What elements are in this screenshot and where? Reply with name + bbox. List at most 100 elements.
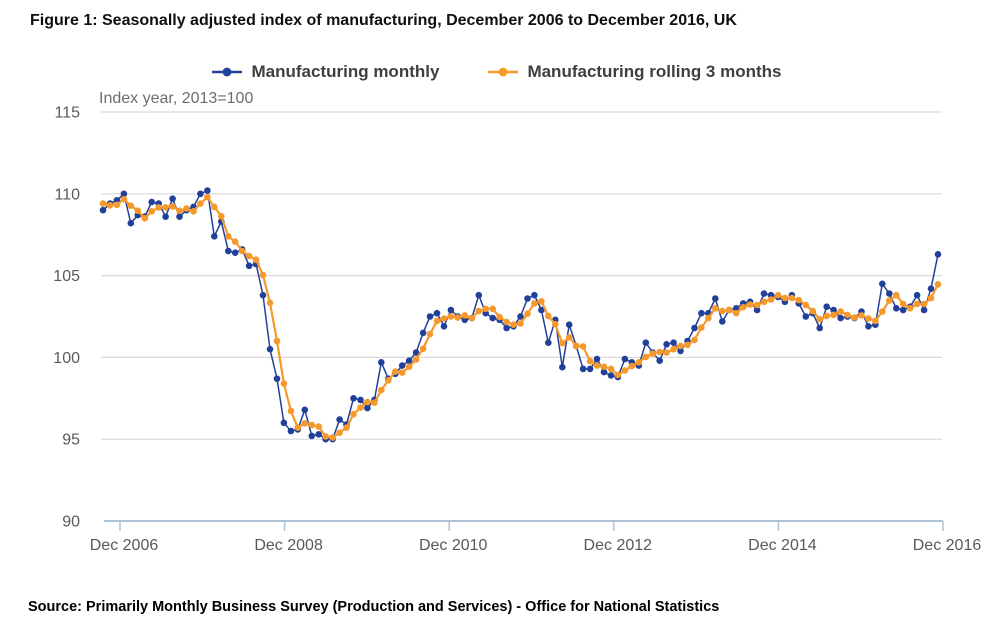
data-point: [426, 330, 434, 338]
data-point: [120, 190, 128, 198]
data-point: [559, 339, 566, 347]
legend-marker-icon: [212, 67, 243, 77]
chart-legend: Manufacturing monthly Manufacturing rolli…: [0, 59, 993, 85]
data-point: [579, 365, 587, 373]
data-point: [475, 307, 483, 315]
data-point: [475, 291, 483, 299]
data-point: [726, 306, 733, 314]
data-point: [155, 204, 162, 211]
data-point: [343, 424, 350, 432]
data-point: [252, 256, 260, 264]
data-point: [357, 404, 364, 411]
data-point: [760, 290, 768, 297]
data-point: [287, 427, 295, 435]
data-point: [531, 300, 538, 307]
x-tick-label-4: Dec 2014: [748, 537, 817, 554]
data-point: [127, 219, 135, 227]
data-point: [886, 297, 893, 304]
x-tick-label-5: Dec 2016: [913, 537, 982, 554]
data-point: [670, 339, 677, 347]
data-point: [586, 357, 594, 365]
data-point: [830, 306, 837, 314]
data-point: [99, 200, 107, 207]
data-point: [913, 300, 921, 308]
data-point: [169, 195, 176, 202]
data-point: [830, 311, 837, 319]
data-point: [259, 271, 267, 279]
data-point: [635, 359, 643, 366]
data-point: [398, 369, 406, 376]
data-point: [656, 357, 663, 365]
data-point: [225, 247, 232, 255]
data-point: [538, 298, 545, 305]
data-point: [524, 310, 531, 318]
data-point: [893, 291, 900, 299]
data-point: [531, 291, 538, 299]
data-point: [266, 299, 274, 307]
data-point: [934, 281, 942, 288]
data-point: [218, 212, 225, 220]
data-point: [809, 307, 817, 315]
data-point: [823, 312, 830, 320]
data-point: [266, 345, 274, 353]
data-point: [120, 195, 128, 203]
data-point: [148, 198, 155, 206]
data-point: [545, 339, 552, 347]
data-point: [677, 342, 684, 350]
data-point: [802, 313, 810, 320]
data-point: [781, 294, 789, 302]
data-point: [559, 363, 566, 371]
legend-item-1: Manufacturing rolling 3 months: [487, 62, 782, 82]
y-tick-label-105: 105: [53, 268, 80, 285]
y-tick-label-110: 110: [54, 186, 80, 203]
data-point: [927, 285, 935, 293]
data-point: [183, 205, 190, 212]
data-point: [579, 343, 587, 350]
data-point: [552, 320, 559, 328]
data-point: [245, 262, 253, 270]
data-point: [517, 320, 524, 327]
data-point: [489, 314, 497, 322]
data-point: [760, 298, 768, 306]
data-point: [204, 193, 211, 201]
data-point: [732, 309, 740, 317]
data-point: [816, 324, 823, 332]
y-tick-label-90: 90: [62, 514, 80, 531]
data-point: [336, 416, 343, 423]
data-point: [879, 280, 886, 288]
figure-title: Figure 1: Seasonally adjusted index of m…: [30, 12, 737, 29]
y-tick-label-95: 95: [62, 432, 80, 449]
data-point: [899, 306, 907, 314]
data-point: [162, 204, 169, 211]
data-point: [698, 324, 705, 331]
data-point: [913, 291, 921, 299]
data-point: [691, 336, 698, 344]
data-point: [593, 355, 601, 363]
data-point: [538, 306, 545, 314]
data-point: [872, 317, 879, 325]
data-point: [197, 190, 204, 198]
data-point: [663, 341, 670, 348]
data-point: [607, 365, 615, 373]
data-point: [447, 313, 455, 320]
data-point: [732, 305, 740, 312]
data-point: [176, 207, 183, 214]
data-point: [231, 238, 239, 245]
data-point: [823, 303, 830, 311]
data-point: [364, 398, 371, 406]
data-point: [753, 301, 761, 309]
data-point: [865, 315, 872, 322]
data-point: [322, 433, 330, 440]
data-point: [231, 249, 239, 256]
data-point: [350, 395, 357, 402]
data-point: [663, 349, 670, 356]
data-point: [190, 208, 197, 215]
data-point: [280, 380, 288, 387]
data-point: [350, 410, 357, 418]
data-point: [336, 429, 343, 437]
data-point: [99, 206, 107, 214]
data-point: [280, 419, 288, 427]
data-point: [670, 345, 677, 353]
data-point: [419, 345, 427, 353]
